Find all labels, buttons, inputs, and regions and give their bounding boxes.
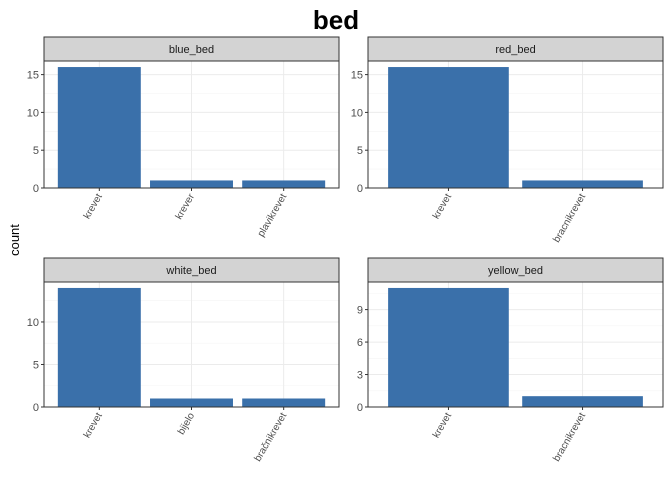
x-tick-label: bracnikrevet [551,192,588,245]
y-tick-label: 3 [357,370,363,382]
y-tick-label: 6 [357,337,363,349]
x-tick-label: krever [174,191,198,221]
facet-strip [367,257,664,283]
bar-bračnikrevet [242,398,326,407]
y-tick-label: 10 [351,107,363,119]
panel-border [367,281,664,408]
x-tick-label: krevet [82,192,105,221]
panel-border [367,60,664,189]
bar-krevet [388,67,509,188]
y-tick-label: 10 [27,107,39,119]
y-tick-label: 9 [357,305,363,317]
x-tick-label: krevet [431,192,454,221]
panel-red_bed: red_bed 0 5 10 15 krevet bracnikrevet [351,36,664,245]
bar-krevet [57,67,141,188]
y-tick-label: 15 [27,70,39,82]
y-tick-label: 15 [351,70,363,82]
facet-strip-label: yellow_bed [488,265,543,277]
facet-panels: blue_bed 0 5 10 15 krevet krever plavikrevet red… [27,36,664,464]
facet-strip [367,36,664,62]
x-tick-label: krevet [431,411,454,440]
x-tick-label: bračnikrevet [253,411,290,464]
y-tick-label: 10 [27,317,39,329]
y-axis-label: count [7,224,22,256]
y-tick-label: 0 [357,183,363,195]
y-tick-label: 0 [33,183,39,195]
panel-blue_bed: blue_bed 0 5 10 15 krevet krever plavikrevet [27,36,340,239]
x-tick-label: krevet [82,411,105,440]
panel-white_bed: white_bed 0 5 10 krevet bijelo bračnikrevet [27,257,340,464]
panel-yellow_bed: yellow_bed 0 3 6 9 krevet bracnikrevet [357,257,664,464]
y-tick-label: 5 [357,145,363,157]
x-tick-label: bijelo [176,411,197,437]
bar-bracnikrevet [522,180,643,188]
facet-strip-label: red_bed [495,44,535,56]
bar-krevet [388,287,509,407]
bar-plavikrevet [242,180,326,188]
facet-strip-label: white_bed [165,265,216,277]
facet-strip [43,257,340,283]
y-tick-label: 5 [33,359,39,371]
y-tick-label: 0 [33,402,39,414]
x-tick-label: plavikrevet [256,192,290,239]
chart-title: bed [313,5,359,35]
y-tick-label: 0 [357,402,363,414]
bar-krevet [57,287,141,407]
bar-bijelo [150,398,233,407]
x-tick-label: bracnikrevet [551,411,588,464]
bar-krever [150,180,233,188]
bar-bracnikrevet [522,396,643,407]
facet-strip [43,36,340,62]
facet-strip-label: blue_bed [169,44,214,56]
y-tick-label: 5 [33,145,39,157]
